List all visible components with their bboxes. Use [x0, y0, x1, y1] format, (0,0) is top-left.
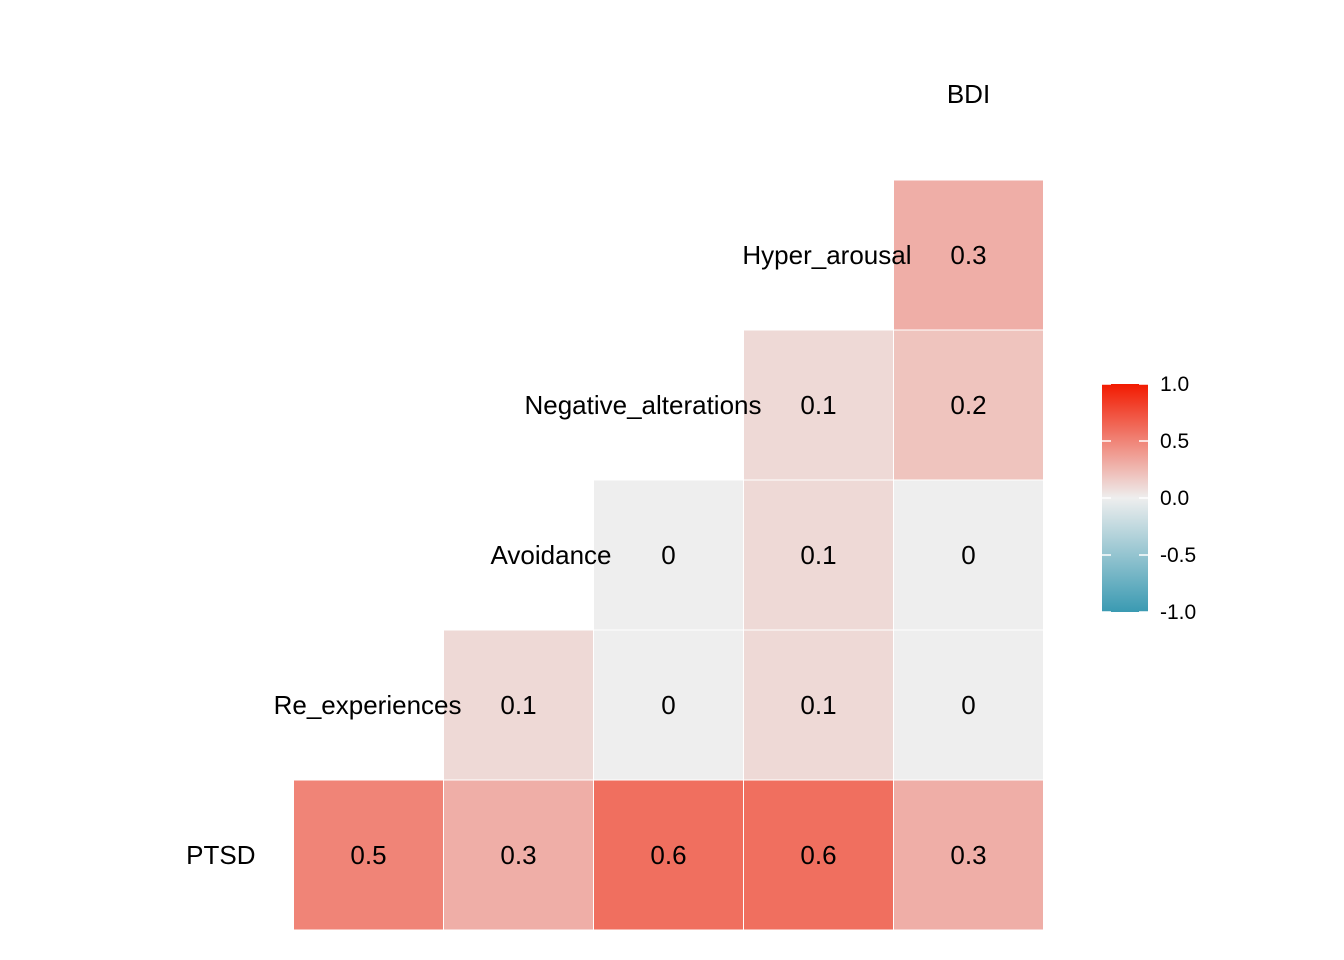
heatmap-cell — [443, 629, 594, 781]
variable-labels: PTSD Re_experiences Avoidance Negative_alte… — [186, 79, 990, 870]
heatmap-cell — [893, 629, 1044, 781]
color-legend: 1.0 0.5 0.0 -0.5 -1.0 — [1102, 373, 1196, 624]
heatmap-cell — [743, 629, 894, 781]
cell-value-label: 0.3 — [500, 840, 536, 870]
cell-value-label: 0.1 — [800, 540, 836, 570]
cell-value-label: 0 — [961, 540, 975, 570]
legend-tick-label: -0.5 — [1160, 544, 1196, 567]
cell-value-label: 0 — [961, 690, 975, 720]
cell-value-label: 0 — [661, 690, 675, 720]
cell-value-label: 0.6 — [650, 840, 686, 870]
heatmap-cells: 0.5 0.3 0.6 0.6 0.3 0.1 0 0.1 0 0 0.1 0 0.1 0.2 0.3 — [293, 179, 1044, 931]
heatmap-cell — [743, 779, 894, 931]
heatmap-cell — [743, 329, 894, 481]
legend-tick-label: 0.5 — [1160, 430, 1189, 453]
cell-value-label: 0.6 — [800, 840, 836, 870]
cell-value-label: 0.2 — [950, 390, 986, 420]
variable-label: PTSD — [186, 840, 255, 870]
cell-value-label: 0.3 — [950, 240, 986, 270]
cell-value-label: 0.3 — [950, 840, 986, 870]
variable-label: Avoidance — [491, 540, 612, 570]
variable-label: Re_experiences — [274, 690, 462, 720]
legend-tick-label: 1.0 — [1160, 373, 1189, 396]
cell-value-label: 0.5 — [350, 840, 386, 870]
variable-label: Negative_alterations — [524, 390, 761, 420]
heatmap-cell — [893, 779, 1044, 931]
heatmap-cell — [593, 479, 744, 631]
heatmap-cell — [593, 629, 744, 781]
heatmap-cell — [893, 179, 1044, 331]
heatmap-cell — [893, 479, 1044, 631]
legend-tick-label: 0.0 — [1160, 487, 1189, 510]
legend-tick-label: -1.0 — [1160, 601, 1196, 624]
variable-label: Hyper_arousal — [742, 240, 911, 270]
heatmap-cell — [443, 779, 594, 931]
cell-value-label: 0.1 — [500, 690, 536, 720]
variable-label: BDI — [947, 79, 990, 109]
cell-value-label: 0.1 — [800, 390, 836, 420]
heatmap-cell — [293, 779, 444, 931]
cell-value-label: 0.1 — [800, 690, 836, 720]
cell-value-label: 0 — [661, 540, 675, 570]
